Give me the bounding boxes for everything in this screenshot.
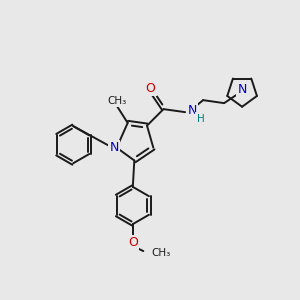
Text: N: N (188, 104, 197, 117)
Text: O: O (146, 82, 155, 94)
Text: H: H (196, 114, 204, 124)
Text: CH₃: CH₃ (108, 96, 127, 106)
Text: N: N (110, 141, 119, 154)
Text: N: N (237, 83, 247, 96)
Text: CH₃: CH₃ (152, 248, 171, 259)
Text: O: O (128, 236, 138, 250)
